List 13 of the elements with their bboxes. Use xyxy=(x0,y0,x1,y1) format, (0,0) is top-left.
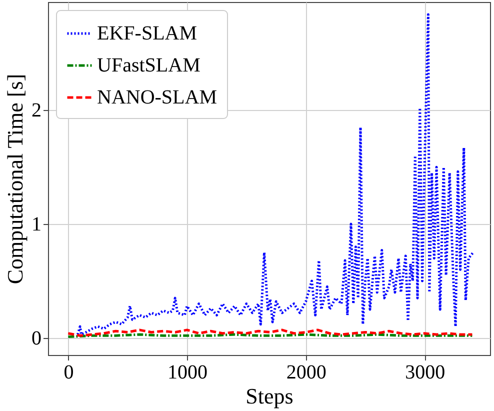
legend-label: UFastSLAM xyxy=(97,54,201,76)
x-tick-label: 1000 xyxy=(168,362,208,384)
x-tick-label: 2000 xyxy=(286,362,326,384)
line-series xyxy=(76,13,474,336)
y-tick-label: 0 xyxy=(32,327,42,350)
legend-label: NANO-SLAM xyxy=(97,86,218,108)
x-tick-label: 3000 xyxy=(405,362,446,384)
y-tick-label: 1 xyxy=(32,214,42,236)
y-tick-label: 2 xyxy=(32,100,42,122)
x-axis-title: Steps xyxy=(246,384,294,408)
y-axis-title: Computational Time [s] xyxy=(2,74,28,284)
x-tick-label: 0 xyxy=(64,362,74,384)
legend-label: EKF-SLAM xyxy=(97,22,198,44)
